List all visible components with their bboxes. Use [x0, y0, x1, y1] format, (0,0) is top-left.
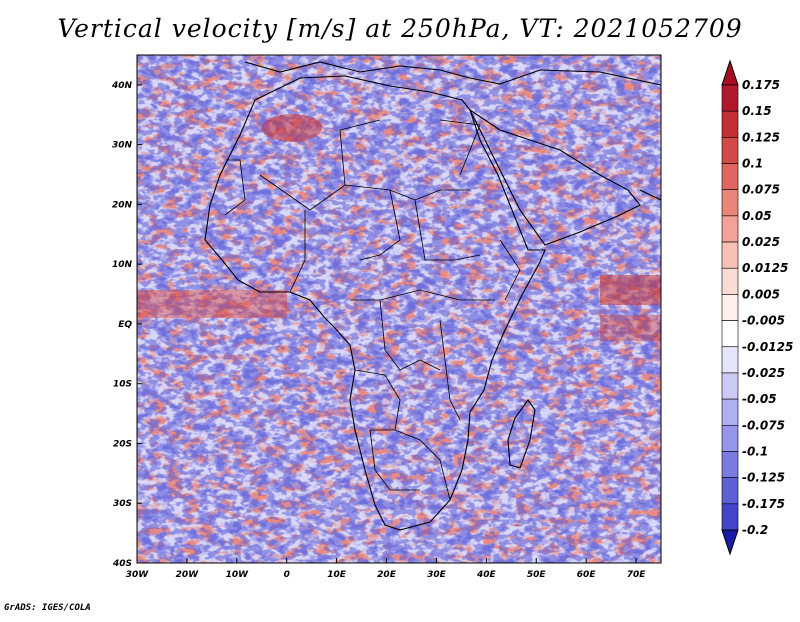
europe-coast: [244, 61, 661, 86]
colorbar-swatch: [721, 398, 739, 426]
colorbar-label: 0.075: [742, 183, 780, 197]
colorbar-swatch: [721, 477, 739, 505]
lat-tick-label: 10N: [112, 260, 133, 270]
colorbar-label: -0.125: [742, 471, 785, 485]
colorbar-label: -0.1: [742, 444, 768, 458]
lon-tick-label: 30W: [126, 570, 150, 580]
map-axes: 30W 20W 10W 0 10E 20E 30E 40E 50E 60E 70E 40N 30N 20N…: [111, 81, 646, 580]
colorbar-swatch: [721, 424, 739, 452]
colorbar-swatch: [721, 137, 739, 164]
africa-coastline: [204, 75, 546, 531]
lat-tick-label: 20S: [113, 439, 132, 449]
madagascar-outline: [507, 399, 536, 469]
lat-tick-label: 10S: [113, 380, 132, 390]
colorbar-label: 0.05: [742, 209, 772, 223]
arabia-outline: [468, 108, 641, 246]
colorbar-swatch: [721, 163, 739, 191]
lon-tick-label: 20E: [377, 570, 397, 580]
colorbar-swatch: [721, 267, 739, 295]
colorbar-label: -0.175: [742, 497, 785, 511]
lon-tick-label: 30E: [427, 570, 447, 580]
colorbar-swatch: [721, 503, 739, 531]
lon-tick-label: 10W: [226, 570, 250, 580]
colorbar-label: -0.005: [742, 314, 785, 328]
lat-tick-label: 40S: [112, 559, 132, 569]
velocity-field: [137, 55, 661, 563]
coastlines: [204, 61, 661, 531]
colorbar-label: 0.025: [742, 235, 780, 249]
plot-frame: [136, 54, 662, 564]
lon-tick-label: 50E: [527, 570, 547, 580]
colorbar-label: -0.0125: [742, 340, 793, 354]
country-borders: [224, 119, 521, 501]
colorbar-swatch: [721, 372, 739, 400]
colorbar-swatch: [721, 241, 739, 269]
grads-credit: GrADS: IGES/COLA: [4, 603, 91, 613]
lat-tick-label: EQ: [118, 320, 132, 330]
india-coast: [639, 189, 661, 201]
lon-tick-label: 10E: [327, 570, 347, 580]
lon-tick-label: 20W: [176, 570, 200, 580]
colorbar-swatch: [721, 294, 739, 321]
colorbar-swatch: [721, 451, 739, 478]
colorbar-swatch: [721, 84, 739, 112]
colorbar-swatch: [721, 189, 739, 217]
lat-tick-label: 40N: [111, 81, 133, 91]
colorbar-swatch: [721, 320, 739, 348]
lon-tick-label: 70E: [627, 570, 647, 580]
colorbar-label: 0.005: [742, 287, 780, 301]
colorbar-top-arrow: [721, 59, 739, 86]
lat-tick-label: 20N: [112, 200, 133, 210]
colorbar-label: 0.175: [742, 78, 780, 92]
colorbar-label: -0.05: [742, 392, 777, 406]
map-title: Vertical velocity [m/s] at 250hPa, VT: 2…: [57, 14, 743, 43]
colorbar-label: -0.025: [742, 366, 785, 380]
lat-tick-label: 30N: [112, 141, 133, 151]
lon-tick-label: 60E: [577, 570, 597, 580]
lon-tick-label: 40E: [476, 570, 497, 580]
colorbar-swatch: [721, 215, 739, 243]
colorbar: 0.175 0.15 0.125 0.1 0.075 0.05 0.025 0.0125 0.0…: [721, 59, 793, 556]
colorbar-label: -0.075: [742, 418, 785, 432]
colorbar-label: 0.1: [742, 157, 763, 171]
lon-tick-label: 0: [284, 570, 290, 580]
colorbar-label: 0.0125: [742, 261, 788, 275]
lat-tick-label: 30S: [113, 499, 132, 509]
colorbar-swatch: [721, 346, 739, 374]
colorbar-label: 0.125: [742, 130, 780, 144]
colorbar-swatch: [721, 110, 739, 138]
colorbar-label: 0.15: [742, 104, 772, 118]
colorbar-label: -0.2: [742, 523, 768, 537]
colorbar-bottom-arrow: [721, 529, 739, 556]
